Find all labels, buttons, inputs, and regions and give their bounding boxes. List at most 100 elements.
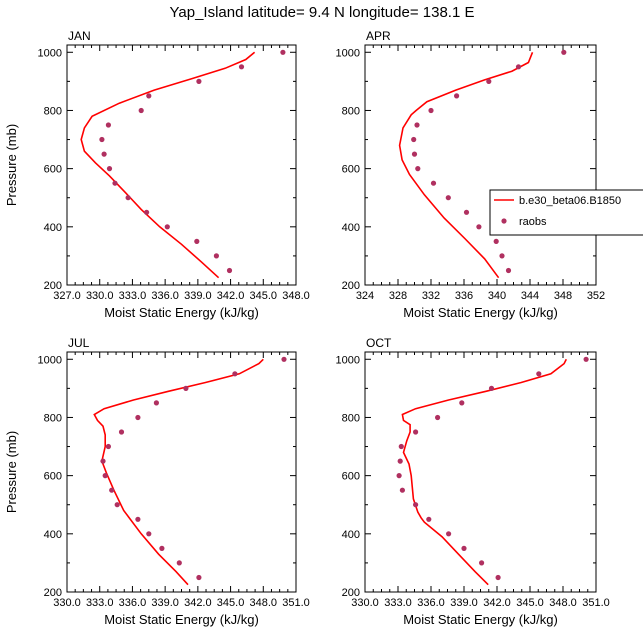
raobs-point xyxy=(280,49,286,55)
x-tick-label: 339.0 xyxy=(184,290,212,302)
x-tick-label: 339.0 xyxy=(450,597,478,609)
raobs-point xyxy=(183,385,189,391)
raobs-point xyxy=(164,224,170,230)
x-tick-label: 348.0 xyxy=(549,597,577,609)
raobs-point xyxy=(459,400,465,406)
x-tick-label: 351.0 xyxy=(282,597,310,609)
panel-jan: 327.0 330.0 333.0 336.0 339.0 342.0 345.0 348.0… xyxy=(4,29,310,320)
raobs-point xyxy=(396,473,402,479)
y-tick-label: 400 xyxy=(44,529,62,541)
raobs-point xyxy=(105,443,111,450)
raobs-point xyxy=(479,560,485,566)
y-tick-label: 200 xyxy=(342,587,360,599)
x-tick-label: 345.0 xyxy=(217,597,245,609)
raobs-point xyxy=(428,107,434,114)
y-axis-title: Pressure (mb) xyxy=(4,124,19,206)
y-tick-label: 400 xyxy=(342,222,360,234)
model-profile-line xyxy=(80,51,256,279)
x-tick-label: 342.0 xyxy=(483,597,511,609)
x-tick-label: 336.0 xyxy=(119,597,147,609)
raobs-point xyxy=(109,487,115,493)
raobs-point xyxy=(105,122,111,128)
raobs-point xyxy=(106,166,113,172)
raobs-point xyxy=(493,238,499,244)
y-tick-label: 1000 xyxy=(336,354,360,366)
x-tick-label: 328 xyxy=(389,290,407,302)
panel-label: JAN xyxy=(68,29,91,43)
legend-label-obs: raobs xyxy=(519,216,547,228)
y-axis-title: Pressure (mb) xyxy=(4,431,19,513)
y-tick-label: 1000 xyxy=(38,47,62,59)
y-tick-label: 600 xyxy=(44,471,62,483)
raobs-point xyxy=(102,473,108,479)
x-tick-label: 333.0 xyxy=(86,597,114,609)
y-tick-label: 800 xyxy=(342,412,360,424)
y-tick-label: 600 xyxy=(44,164,62,176)
x-tick-label: 327.0 xyxy=(53,290,81,302)
x-tick-label: 348 xyxy=(554,290,572,302)
y-tick-label: 1000 xyxy=(38,354,62,366)
x-tick-label: 336.0 xyxy=(151,290,179,302)
raobs-point xyxy=(536,371,542,377)
raobs-point xyxy=(413,502,419,508)
raobs-point xyxy=(398,443,404,450)
figure-title: Yap_Island latitude= 9.4 N longitude= 13… xyxy=(170,4,475,21)
x-axis-title: Moist Static Energy (kJ/kg) xyxy=(403,612,558,627)
model-profile-line xyxy=(398,52,534,279)
raobs-point xyxy=(476,224,482,230)
x-tick-label: 348.0 xyxy=(250,597,278,609)
raobs-point xyxy=(125,195,131,201)
raobs-point xyxy=(238,64,245,70)
y-tick-label: 200 xyxy=(342,280,360,292)
raobs-point xyxy=(146,531,152,537)
y-tick-label: 200 xyxy=(44,280,62,292)
raobs-point xyxy=(561,49,567,55)
raobs-point xyxy=(153,400,159,406)
x-tick-label: 330.0 xyxy=(53,597,81,609)
plot-frame xyxy=(364,351,597,593)
y-tick-label: 600 xyxy=(342,471,360,483)
raobs-point xyxy=(461,545,467,552)
raobs-point xyxy=(446,531,452,537)
raobs-point xyxy=(114,502,120,508)
raobs-point xyxy=(435,414,441,421)
y-tick-label: 800 xyxy=(342,105,360,117)
y-tick-label: 1000 xyxy=(336,47,360,59)
raobs-point xyxy=(112,180,118,186)
raobs-point xyxy=(430,180,437,186)
raobs-point xyxy=(100,458,106,464)
raobs-point xyxy=(414,122,420,128)
raobs-point xyxy=(118,429,125,435)
y-tick-label: 600 xyxy=(342,164,360,176)
x-axis-title: Moist Static Energy (kJ/kg) xyxy=(104,612,259,627)
x-tick-label: 332 xyxy=(422,290,440,302)
y-tick-label: 400 xyxy=(342,529,360,541)
raobs-point xyxy=(445,195,451,201)
raobs-point xyxy=(135,516,141,522)
y-tick-label: 200 xyxy=(44,587,62,599)
x-tick-label: 352 xyxy=(587,290,605,302)
x-tick-label: 336 xyxy=(455,290,473,302)
raobs-point xyxy=(486,78,492,84)
y-tick-label: 800 xyxy=(44,412,62,424)
raobs-point xyxy=(196,78,202,84)
panel-jul: 330.0 333.0 336.0 339.0 342.0 345.0 348.0 351.0… xyxy=(4,336,310,627)
raobs-point xyxy=(488,385,495,391)
model-profile-line xyxy=(93,358,264,586)
x-tick-label: 324 xyxy=(356,290,374,302)
x-tick-label: 344 xyxy=(521,290,539,302)
raobs-point xyxy=(515,64,522,70)
x-tick-label: 345.0 xyxy=(250,290,278,302)
panel-apr: 324 328 332 336 340 344 348 352 200 400 600 800 1000… xyxy=(336,29,606,320)
raobs-point xyxy=(399,487,405,493)
raobs-point xyxy=(213,253,219,259)
raobs-point xyxy=(159,545,165,552)
model-profile-line xyxy=(401,358,568,586)
raobs-point xyxy=(226,267,233,274)
panel-label: JUL xyxy=(68,336,90,350)
x-tick-label: 330.0 xyxy=(86,290,114,302)
raobs-point xyxy=(281,356,287,362)
raobs-point xyxy=(196,574,202,581)
x-axis-title: Moist Static Energy (kJ/kg) xyxy=(104,305,259,320)
